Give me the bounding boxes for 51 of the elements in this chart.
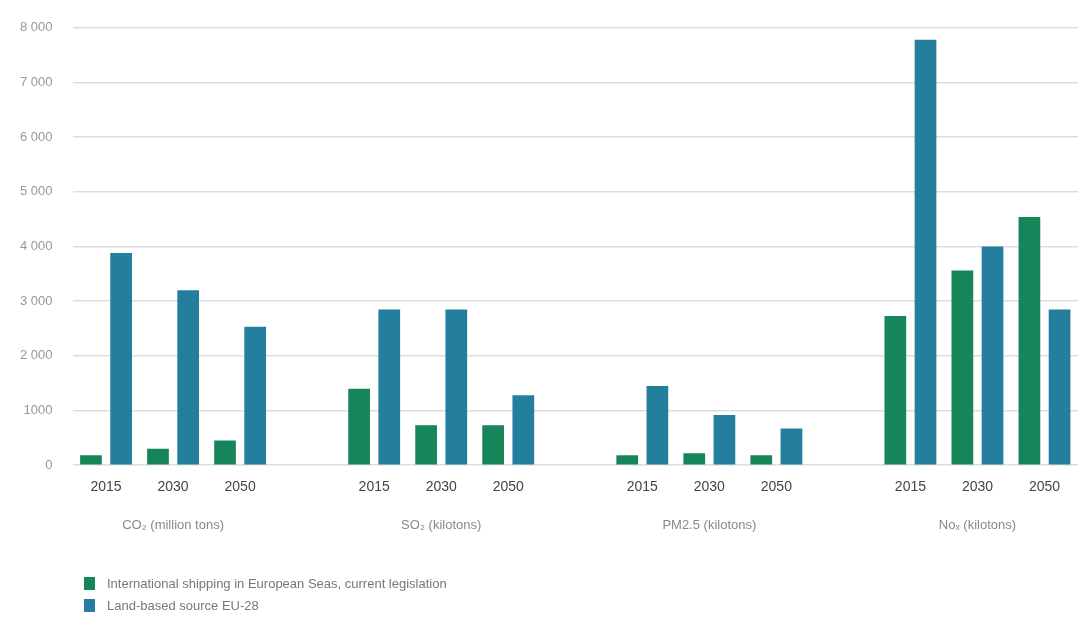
bar — [80, 455, 102, 465]
x-tick-label: 2030 — [425, 478, 457, 495]
bar — [147, 448, 169, 465]
x-tick-label: 2030 — [693, 478, 726, 495]
bar — [646, 385, 669, 465]
bar — [616, 455, 639, 465]
bar — [214, 440, 236, 465]
y-tick-label: 5 000 — [19, 183, 53, 199]
y-tick-label: 4 000 — [19, 238, 53, 254]
legend-label: International shipping in European Seas, current legislation — [107, 575, 447, 591]
y-tick-label: 8 000 — [19, 19, 53, 35]
x-tick-label: 2030 — [157, 478, 189, 495]
legend-label: Land-based source EU-28 — [107, 597, 259, 613]
x-tick-label: 2050 — [224, 478, 256, 495]
bar — [110, 253, 132, 465]
y-tick-label: 7 000 — [19, 74, 53, 90]
bar — [884, 315, 907, 465]
y-tick-label: 2 000 — [19, 347, 53, 363]
bar — [415, 425, 437, 465]
bar — [445, 309, 468, 465]
x-tick-label: 2050 — [1028, 478, 1061, 495]
y-tick-label: 1000 — [23, 402, 53, 418]
bar — [914, 39, 937, 465]
text: Noₓ (kilotons) — [938, 516, 1017, 532]
bar — [512, 395, 535, 465]
bar — [951, 270, 974, 465]
bar — [177, 290, 200, 465]
bar — [683, 453, 706, 465]
x-tick-label: 2015 — [894, 478, 927, 495]
text: PM2.5 (kilotons) — [662, 516, 757, 532]
bar — [713, 414, 736, 465]
y-tick-label: 3 000 — [19, 292, 53, 308]
text: CO₂ (million tons) — [122, 516, 224, 532]
bar — [1048, 309, 1071, 465]
x-tick-label: 2015 — [90, 478, 122, 495]
x-tick-label: 2015 — [358, 478, 390, 495]
y-tick-label: 6 000 — [19, 128, 53, 144]
bar — [780, 428, 803, 465]
x-tick-label: 2050 — [492, 478, 525, 495]
bar — [1018, 216, 1041, 465]
bar — [244, 326, 267, 465]
bar — [378, 309, 401, 465]
bar — [348, 388, 370, 465]
bar — [482, 425, 505, 465]
x-tick-label: 2030 — [961, 478, 994, 495]
y-tick-label: 0 — [45, 456, 53, 472]
bar — [981, 246, 1004, 465]
x-tick-label: 2050 — [760, 478, 793, 495]
text: SO₂ (kilotons) — [401, 516, 482, 532]
bar — [750, 455, 773, 465]
x-tick-label: 2015 — [626, 478, 659, 495]
